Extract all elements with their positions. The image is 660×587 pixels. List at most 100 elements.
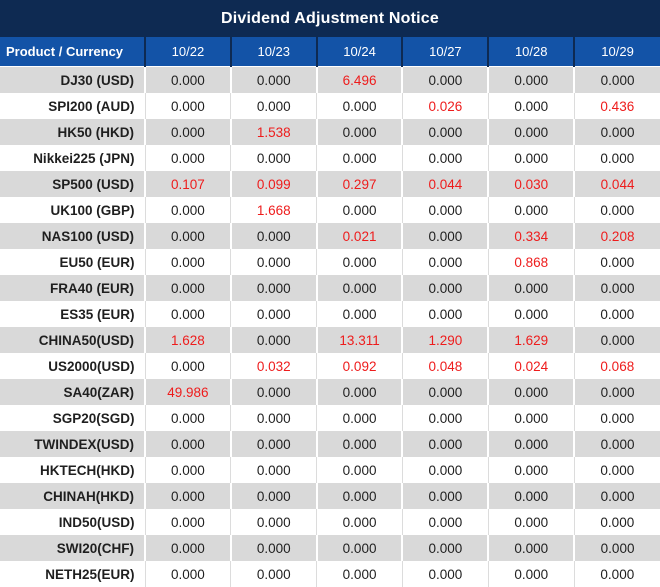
product-cell: SGP20(SGD) bbox=[0, 405, 145, 431]
product-cell: SP500 (USD) bbox=[0, 171, 145, 197]
value-cell: 0.000 bbox=[401, 223, 489, 249]
value-cell: 0.000 bbox=[144, 66, 231, 93]
value-cell: 0.000 bbox=[487, 145, 575, 171]
value-cell: 0.000 bbox=[229, 431, 317, 457]
value-cell: 0.000 bbox=[401, 66, 489, 93]
value-cell: 0.000 bbox=[316, 561, 403, 587]
value-cell: 0.024 bbox=[487, 353, 575, 379]
value-cell: 0.000 bbox=[487, 93, 575, 119]
table-row: UK100 (GBP) 0.000 1.668 0.000 0.000 0.000 0.00… bbox=[0, 197, 660, 223]
value-cell: 0.000 bbox=[487, 535, 575, 561]
value-cell: 0.000 bbox=[316, 405, 403, 431]
product-cell: TWINDEX(USD) bbox=[0, 431, 145, 457]
value-cell: 0.000 bbox=[316, 509, 403, 535]
table-row: US2000(USD) 0.000 0.032 0.092 0.048 0.024 0.06… bbox=[0, 353, 660, 379]
value-cell: 0.000 bbox=[144, 93, 231, 119]
value-cell: 0.000 bbox=[230, 509, 317, 535]
value-cell: 0.000 bbox=[315, 483, 403, 509]
value-cell: 0.000 bbox=[487, 431, 575, 457]
value-cell: 0.000 bbox=[144, 197, 231, 223]
value-cell: 1.628 bbox=[144, 327, 231, 353]
value-cell: 0.000 bbox=[315, 119, 403, 145]
value-cell: 0.000 bbox=[573, 66, 660, 93]
product-cell: FRA40 (EUR) bbox=[0, 275, 145, 301]
value-cell: 0.000 bbox=[573, 509, 660, 535]
product-cell: Nikkei225 (JPN) bbox=[0, 145, 145, 171]
value-cell: 0.107 bbox=[144, 171, 231, 197]
value-cell: 0.334 bbox=[487, 223, 575, 249]
value-cell: 0.000 bbox=[573, 197, 660, 223]
table-row: Nikkei225 (JPN) 0.000 0.000 0.000 0.000 0.000… bbox=[0, 145, 660, 171]
value-cell: 0.000 bbox=[230, 145, 317, 171]
value-cell: 0.000 bbox=[144, 509, 231, 535]
table-row: SPI200 (AUD) 0.000 0.000 0.000 0.026 0.000 0.4… bbox=[0, 93, 660, 119]
value-cell: 0.032 bbox=[230, 353, 317, 379]
value-cell: 0.099 bbox=[229, 171, 317, 197]
table-row: FRA40 (EUR) 0.000 0.000 0.000 0.000 0.000 0.00… bbox=[0, 275, 660, 301]
value-cell: 0.000 bbox=[487, 405, 575, 431]
date-header: 10/22 bbox=[144, 37, 231, 67]
value-cell: 0.000 bbox=[401, 483, 489, 509]
value-cell: 0.000 bbox=[230, 249, 317, 275]
value-cell: 0.000 bbox=[144, 535, 231, 561]
value-cell: 0.044 bbox=[573, 171, 660, 197]
value-cell: 0.000 bbox=[144, 119, 231, 145]
value-cell: 0.000 bbox=[487, 457, 575, 483]
table-row: SA40(ZAR) 49.986 0.000 0.000 0.000 0.000 0.000 bbox=[0, 379, 660, 405]
value-cell: 0.000 bbox=[144, 483, 231, 509]
value-cell: 0.000 bbox=[573, 145, 660, 171]
value-cell: 0.000 bbox=[487, 197, 575, 223]
value-cell: 0.000 bbox=[573, 535, 660, 561]
date-header: 10/24 bbox=[315, 37, 403, 67]
value-cell: 0.000 bbox=[401, 405, 489, 431]
value-cell: 0.000 bbox=[487, 119, 575, 145]
value-cell: 0.000 bbox=[401, 249, 489, 275]
product-cell: NAS100 (USD) bbox=[0, 223, 145, 249]
product-cell: HKTECH(HKD) bbox=[0, 457, 145, 483]
table-row: CHINA50(USD) 1.628 0.000 13.311 1.290 1.629 0.… bbox=[0, 327, 660, 353]
value-cell: 0.068 bbox=[573, 353, 660, 379]
value-cell: 6.496 bbox=[315, 66, 403, 93]
value-cell: 0.000 bbox=[487, 301, 575, 327]
dividend-table: Product / Currency 10/22 10/23 10/24 10/… bbox=[0, 37, 660, 587]
value-cell: 0.000 bbox=[316, 93, 403, 119]
value-cell: 0.000 bbox=[315, 535, 403, 561]
value-cell: 0.000 bbox=[401, 457, 489, 483]
value-cell: 0.000 bbox=[315, 275, 403, 301]
value-cell: 0.000 bbox=[487, 379, 575, 405]
value-cell: 0.000 bbox=[230, 405, 317, 431]
value-cell: 0.000 bbox=[144, 275, 231, 301]
value-cell: 0.297 bbox=[315, 171, 403, 197]
date-header: 10/23 bbox=[229, 37, 317, 67]
value-cell: 0.000 bbox=[401, 301, 489, 327]
product-cell: US2000(USD) bbox=[0, 353, 145, 379]
value-cell: 0.026 bbox=[401, 93, 489, 119]
value-cell: 0.000 bbox=[316, 301, 403, 327]
value-cell: 0.000 bbox=[573, 379, 660, 405]
value-cell: 0.000 bbox=[144, 223, 231, 249]
value-cell: 0.000 bbox=[487, 561, 575, 587]
value-cell: 0.000 bbox=[229, 66, 317, 93]
value-cell: 0.000 bbox=[573, 457, 660, 483]
table-row: SP500 (USD) 0.107 0.099 0.297 0.044 0.030 0.04… bbox=[0, 171, 660, 197]
value-cell: 0.000 bbox=[315, 379, 403, 405]
value-cell: 0.208 bbox=[573, 223, 660, 249]
value-cell: 0.000 bbox=[230, 457, 317, 483]
value-cell: 0.000 bbox=[229, 535, 317, 561]
value-cell: 0.048 bbox=[401, 353, 489, 379]
value-cell: 0.000 bbox=[144, 249, 231, 275]
value-cell: 0.000 bbox=[573, 405, 660, 431]
value-cell: 1.629 bbox=[487, 327, 575, 353]
value-cell: 0.092 bbox=[316, 353, 403, 379]
title-bar: Dividend Adjustment Notice bbox=[0, 0, 660, 37]
table-row: TWINDEX(USD) 0.000 0.000 0.000 0.000 0.000 0.0… bbox=[0, 431, 660, 457]
product-cell: DJ30 (USD) bbox=[0, 66, 145, 93]
table-row: HKTECH(HKD) 0.000 0.000 0.000 0.000 0.000 0.00… bbox=[0, 457, 660, 483]
value-cell: 1.538 bbox=[229, 119, 317, 145]
value-cell: 0.021 bbox=[315, 223, 403, 249]
page-title: Dividend Adjustment Notice bbox=[221, 9, 439, 27]
value-cell: 0.000 bbox=[229, 327, 317, 353]
value-cell: 0.030 bbox=[487, 171, 575, 197]
value-cell: 0.000 bbox=[487, 275, 575, 301]
